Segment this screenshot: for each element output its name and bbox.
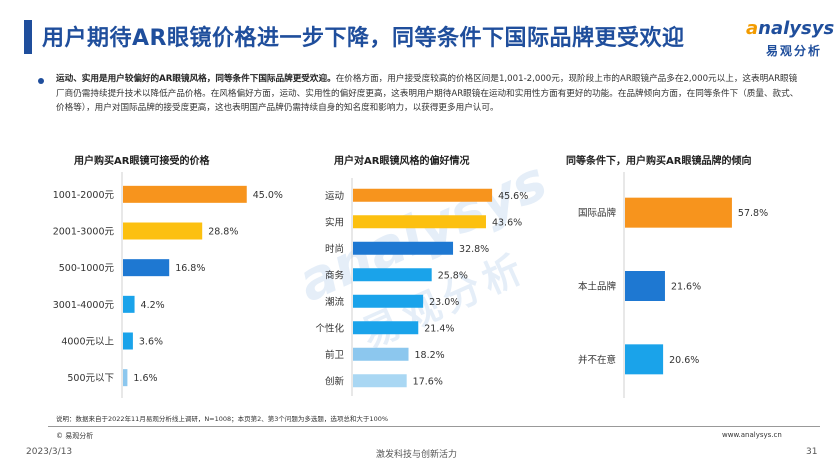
category-label-style: 商务 bbox=[325, 269, 345, 281]
bar-price bbox=[123, 332, 133, 350]
category-label-brand: 本土品牌 bbox=[578, 281, 617, 293]
chart-title-style: 用户对AR眼镜风格的偏好情况 bbox=[334, 156, 470, 167]
category-label-brand: 国际品牌 bbox=[578, 207, 617, 219]
value-label-brand: 20.6% bbox=[669, 355, 699, 366]
value-label-style: 18.2% bbox=[415, 350, 445, 361]
summary-bold: 运动、实用是用户较偏好的AR眼镜风格，同等条件下国际品牌更受欢迎。 bbox=[56, 74, 336, 84]
value-label-brand: 21.6% bbox=[671, 282, 701, 293]
summary-paragraph: 运动、实用是用户较偏好的AR眼镜风格，同等条件下国际品牌更受欢迎。在价格方面，用… bbox=[56, 72, 804, 116]
bar-style bbox=[353, 374, 407, 388]
category-label-price: 4000元以上 bbox=[61, 337, 114, 348]
value-label-price: 3.6% bbox=[139, 337, 163, 348]
bar-brand bbox=[625, 197, 732, 228]
value-label-style: 45.6% bbox=[498, 191, 528, 202]
bar-price bbox=[123, 369, 128, 387]
summary-text: 在价格方面，用户接受度较高的价格区间是1,001-2,000元，现阶段上市的AR… bbox=[56, 74, 799, 113]
category-label-price: 3001-4000元 bbox=[53, 300, 115, 311]
category-label-style: 时尚 bbox=[325, 243, 344, 255]
logo-letter-a: a bbox=[746, 18, 759, 39]
page-title: 用户期待AR眼镜价格进一步下降，同等条件下国际品牌更受欢迎 bbox=[42, 26, 685, 51]
bar-price bbox=[123, 185, 247, 203]
value-label-style: 25.8% bbox=[438, 270, 468, 281]
value-label-style: 23.0% bbox=[429, 297, 459, 308]
footer-slogan: 激发科技与创新活力 bbox=[376, 450, 458, 460]
title-accent-bar bbox=[24, 20, 32, 54]
value-label-style: 43.6% bbox=[492, 217, 522, 228]
website-link[interactable]: www.analysys.cn bbox=[722, 431, 782, 439]
bar-style bbox=[353, 188, 493, 202]
bar-price bbox=[123, 259, 170, 277]
report-date: 2023/3/13 bbox=[26, 447, 73, 457]
value-label-price: 16.8% bbox=[175, 263, 205, 274]
logo-wordmark: nalysys bbox=[758, 18, 835, 39]
value-label-brand: 57.8% bbox=[738, 208, 768, 219]
category-label-brand: 并不在意 bbox=[578, 354, 616, 366]
category-label-style: 创新 bbox=[325, 375, 345, 387]
value-label-style: 17.6% bbox=[413, 376, 443, 387]
logo-chinese-name: 易观分析 bbox=[766, 44, 823, 58]
category-label-style: 潮流 bbox=[325, 296, 345, 308]
bar-price bbox=[123, 295, 135, 313]
bar-style bbox=[353, 241, 454, 255]
category-label-style: 个性化 bbox=[315, 322, 344, 334]
bar-style bbox=[353, 268, 432, 282]
bullet-dot-icon bbox=[38, 78, 44, 84]
bar-style bbox=[353, 347, 409, 361]
category-label-price: 1001-2000元 bbox=[53, 190, 115, 201]
analysys-logo: analysys bbox=[746, 18, 834, 39]
bar-style bbox=[353, 294, 424, 308]
value-label-price: 45.0% bbox=[253, 190, 283, 201]
value-label-price: 1.6% bbox=[133, 373, 157, 384]
bar-price bbox=[123, 222, 203, 240]
value-label-price: 4.2% bbox=[141, 300, 165, 311]
chart-title-brand: 同等条件下，用户购买AR眼镜品牌的倾向 bbox=[566, 156, 752, 167]
chart-title-price: 用户购买AR眼镜可接受的价格 bbox=[74, 156, 210, 167]
bar-brand bbox=[625, 271, 665, 301]
bar-brand bbox=[625, 344, 664, 375]
bar-style bbox=[353, 215, 486, 229]
value-label-style: 21.4% bbox=[424, 323, 454, 334]
page-number: 31 bbox=[806, 447, 818, 457]
category-label-style: 实用 bbox=[325, 216, 344, 228]
copyright: © 易观分析 bbox=[56, 432, 94, 440]
category-label-price: 2001-3000元 bbox=[53, 227, 115, 238]
value-label-style: 32.8% bbox=[459, 244, 489, 255]
category-label-price: 500元以下 bbox=[67, 373, 114, 384]
category-label-style: 运动 bbox=[325, 191, 344, 202]
value-label-price: 28.8% bbox=[208, 227, 238, 238]
source-note: 说明：数据来自于2022年11月易观分析线上调研，N=1008；本页第2、第3个… bbox=[56, 415, 389, 423]
footer-divider bbox=[48, 426, 820, 427]
category-label-style: 前卫 bbox=[325, 349, 345, 361]
bar-style bbox=[353, 321, 419, 335]
category-label-price: 500-1000元 bbox=[59, 263, 115, 274]
